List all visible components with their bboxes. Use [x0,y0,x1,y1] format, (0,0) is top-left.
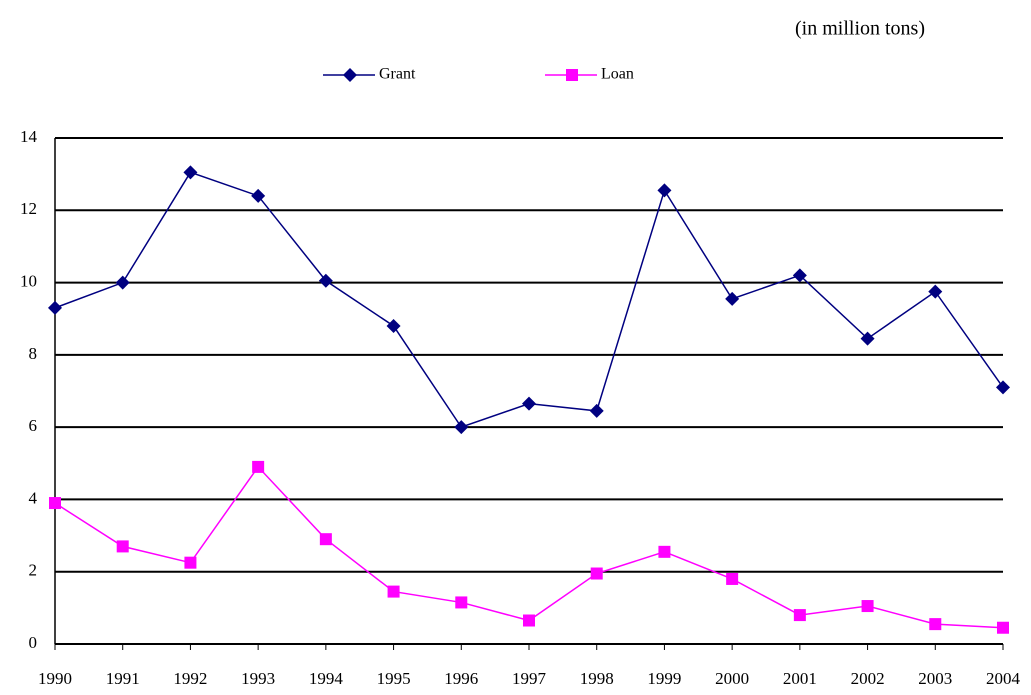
marker [997,621,1009,634]
marker [566,69,578,81]
x-tick-label: 1996 [444,669,478,688]
x-tick-label: 1999 [647,669,681,688]
marker [929,618,942,631]
marker [454,420,469,435]
marker [793,609,806,622]
y-tick-label: 4 [29,488,38,507]
y-tick-label: 2 [29,561,38,580]
y-tick-label: 8 [29,344,38,363]
marker [116,540,129,553]
x-tick-label: 1991 [106,669,140,688]
marker [49,497,61,510]
x-tick-label: 1995 [377,669,411,688]
marker [318,273,333,288]
x-tick-label: 1997 [512,669,547,688]
marker [184,556,197,569]
x-tick-label: 2002 [851,669,885,688]
marker [657,183,672,198]
marker [343,68,357,82]
x-tick-label: 1998 [580,669,614,688]
marker [792,268,807,283]
legend-label: Loan [601,66,634,83]
x-tick-label: 2001 [783,669,817,688]
marker [48,300,62,315]
marker [860,331,875,346]
x-tick-label: 2003 [918,669,952,688]
chart-subtitle: (in million tons) [795,18,925,40]
marker [522,396,536,411]
marker [386,318,401,333]
marker [726,572,739,585]
marker [183,165,198,180]
marker [658,545,671,558]
x-tick-label: 1992 [173,669,207,688]
x-tick-label: 2000 [715,669,749,688]
marker [928,284,943,299]
marker [251,188,266,203]
marker [590,567,603,580]
marker [861,600,874,613]
x-tick-label: 1994 [309,669,344,688]
y-tick-label: 12 [20,199,37,218]
marker [252,460,265,473]
marker [319,533,332,546]
marker [725,291,740,306]
y-tick-label: 0 [29,633,38,652]
series-line [54,465,1004,629]
marker [523,614,535,627]
x-tick-label: 1993 [241,669,275,688]
marker [387,585,400,598]
marker [996,380,1010,395]
y-tick-label: 10 [20,271,37,290]
y-tick-label: 14 [20,127,38,146]
marker [115,275,130,290]
y-tick-label: 6 [29,416,38,435]
marker [589,403,604,418]
x-tick-label: 1990 [38,669,72,688]
legend-label: Grant [379,66,416,83]
marker [455,596,468,609]
x-tick-label: 2004 [986,669,1021,688]
